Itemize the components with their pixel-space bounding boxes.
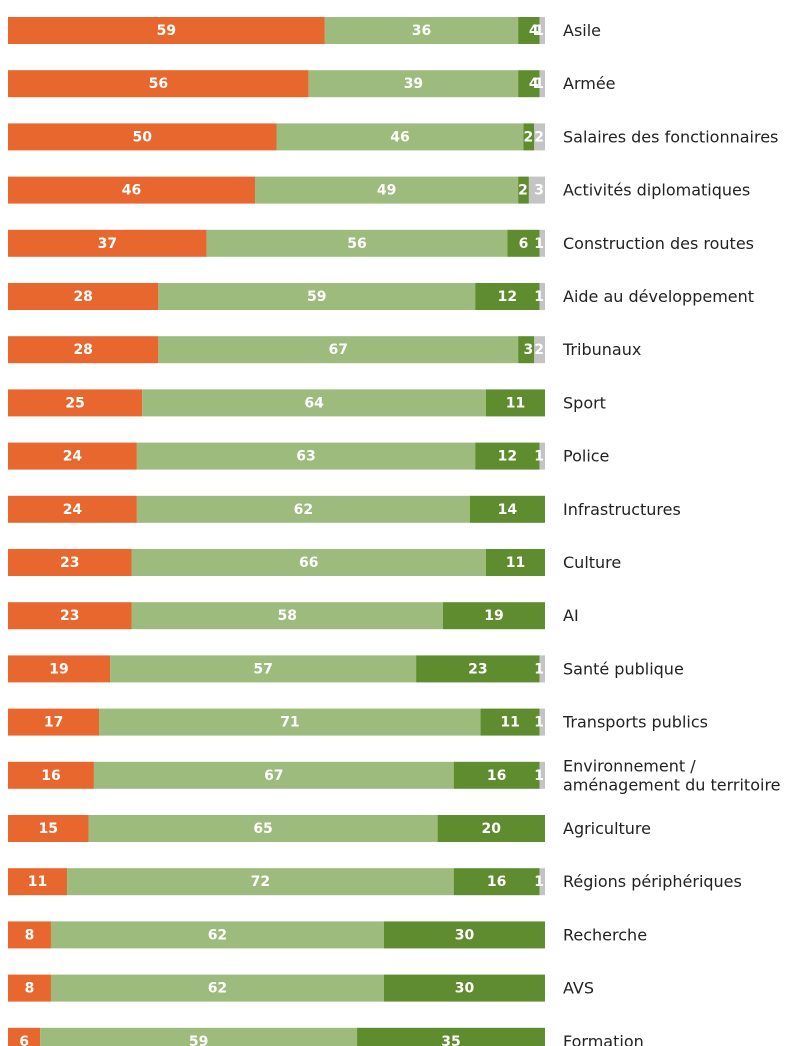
bar-value-label: 58 xyxy=(277,608,296,624)
bar-value-label: 1 xyxy=(534,449,544,465)
bar-value-label: 2 xyxy=(518,183,528,199)
bar-value-label: 14 xyxy=(498,502,518,518)
bar-value-label: 2 xyxy=(534,129,544,145)
bar-value-label: 1 xyxy=(534,768,544,784)
bar-value-label: 72 xyxy=(251,874,270,890)
bar-value-label: 64 xyxy=(304,395,324,411)
bar-value-label: 39 xyxy=(404,76,423,92)
category-label: AI xyxy=(563,606,579,625)
bar-value-label: 8 xyxy=(25,981,35,997)
category-label: Asile xyxy=(563,21,601,40)
bar-value-label: 46 xyxy=(122,183,141,199)
bar-value-label: 49 xyxy=(377,183,396,199)
bar-value-label: 62 xyxy=(208,927,227,943)
bar-value-label: 15 xyxy=(39,821,58,837)
category-label: Infrastructures xyxy=(563,500,681,519)
bar-value-label: 1 xyxy=(534,715,544,731)
bar-value-label: 11 xyxy=(28,874,47,890)
category-label: Sport xyxy=(563,393,606,412)
bar-value-label: 67 xyxy=(329,342,348,358)
bar-value-label: 56 xyxy=(149,76,168,92)
bar-value-label: 23 xyxy=(60,608,79,624)
bar-value-label: 1 xyxy=(534,76,544,92)
bar-value-label: 59 xyxy=(157,23,176,39)
bar-value-label: 1 xyxy=(534,289,544,305)
bar-value-label: 24 xyxy=(63,449,83,465)
bar-value-label: 8 xyxy=(25,927,35,943)
bar-value-label: 65 xyxy=(253,821,272,837)
bar-value-label: 20 xyxy=(482,821,502,837)
bar-value-label: 19 xyxy=(484,608,503,624)
category-label: Activités diplomatiques xyxy=(563,181,750,200)
bar-value-label: 46 xyxy=(390,129,409,145)
category-label: Tribunaux xyxy=(562,340,641,359)
category-label: AVS xyxy=(563,979,594,998)
category-label: Agriculture xyxy=(563,819,651,838)
category-label: Transports publics xyxy=(562,713,708,732)
category-label: Aide au développement xyxy=(563,287,754,306)
bar-value-label: 1 xyxy=(534,23,544,39)
category-label: Recherche xyxy=(563,925,647,944)
category-label: Environnement / xyxy=(563,756,696,775)
bar-value-label: 3 xyxy=(534,183,544,199)
bar-value-label: 59 xyxy=(307,289,326,305)
bar-value-label: 67 xyxy=(264,768,283,784)
bar-value-label: 36 xyxy=(412,23,431,39)
category-label: Police xyxy=(563,447,609,466)
category-label: Culture xyxy=(563,553,621,572)
bar-value-label: 23 xyxy=(468,661,487,677)
bar-value-label: 1 xyxy=(534,236,544,252)
bar-value-label: 1 xyxy=(534,874,544,890)
bar-value-label: 12 xyxy=(498,449,517,465)
category-label: Formation xyxy=(563,1032,644,1046)
category-label: Santé publique xyxy=(563,659,684,678)
bar-value-label: 24 xyxy=(63,502,83,518)
bar-value-label: 71 xyxy=(280,715,299,731)
bar-value-label: 3 xyxy=(524,342,534,358)
bar-value-label: 16 xyxy=(41,768,60,784)
bar-value-label: 30 xyxy=(455,927,475,943)
bar-value-label: 16 xyxy=(487,874,506,890)
bar-value-label: 11 xyxy=(506,555,525,571)
bar-value-label: 56 xyxy=(347,236,366,252)
bar-value-label: 25 xyxy=(65,395,84,411)
bar-value-label: 11 xyxy=(500,715,519,731)
bar-value-label: 1 xyxy=(534,661,544,677)
bar-value-label: 17 xyxy=(44,715,63,731)
bar-value-label: 62 xyxy=(208,981,227,997)
bar-value-label: 59 xyxy=(189,1034,208,1046)
bar-value-label: 16 xyxy=(487,768,506,784)
category-label: Régions périphériques xyxy=(563,872,742,891)
bar-value-label: 62 xyxy=(294,502,313,518)
category-label: Armée xyxy=(563,74,616,93)
bar-value-label: 35 xyxy=(441,1034,460,1046)
bar-value-label: 19 xyxy=(49,661,68,677)
bar-value-label: 2 xyxy=(524,129,534,145)
bar-value-label: 50 xyxy=(133,129,153,145)
bar-value-label: 57 xyxy=(253,661,272,677)
bar-value-label: 37 xyxy=(98,236,117,252)
bar-value-label: 28 xyxy=(73,342,92,358)
bar-value-label: 6 xyxy=(19,1034,29,1046)
bar-value-label: 66 xyxy=(299,555,318,571)
category-label: Salaires des fonctionnaires xyxy=(563,127,778,146)
bar-value-label: 6 xyxy=(519,236,529,252)
category-label: aménagement du territoire xyxy=(563,775,781,794)
bar-value-label: 23 xyxy=(60,555,79,571)
bar-value-label: 2 xyxy=(534,342,544,358)
bar-value-label: 12 xyxy=(498,289,517,305)
bar-value-label: 28 xyxy=(73,289,92,305)
bar-value-label: 63 xyxy=(296,449,315,465)
category-label: Construction des routes xyxy=(563,234,754,253)
bar-value-label: 30 xyxy=(455,981,475,997)
bar-value-label: 11 xyxy=(506,395,525,411)
